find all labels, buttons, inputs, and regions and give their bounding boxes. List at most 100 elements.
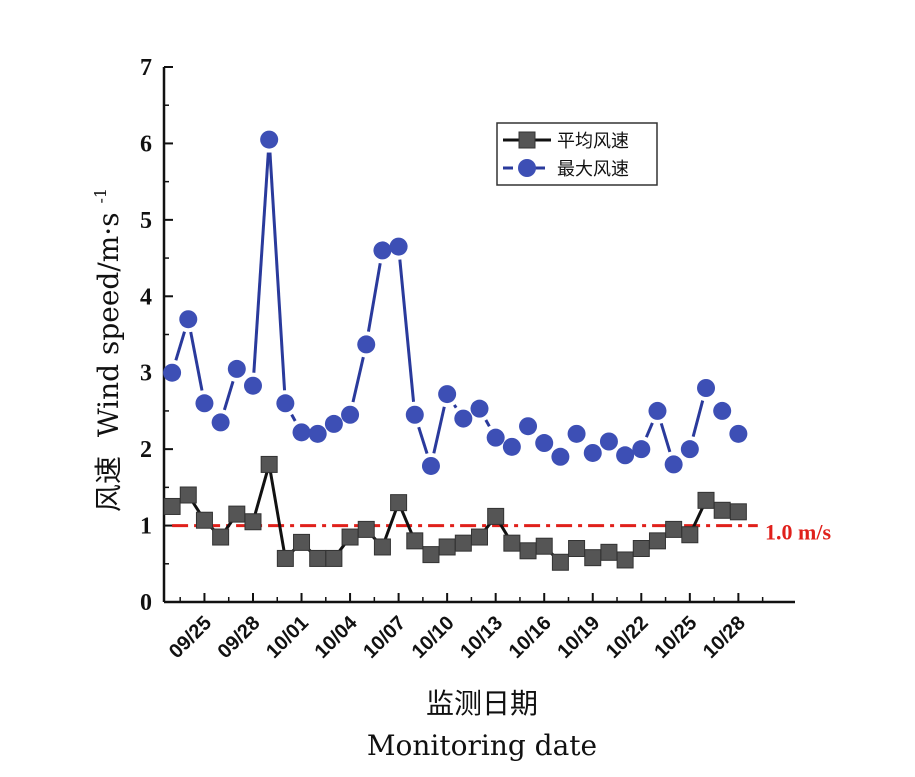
series-segment [398, 259, 416, 402]
x-tick-label: 10/22 [602, 612, 653, 663]
data-point [664, 455, 683, 474]
data-point [648, 532, 666, 550]
data-point [292, 423, 311, 442]
series-segment [453, 404, 458, 409]
data-point [438, 385, 457, 404]
data-point [502, 437, 521, 456]
axes: 0123456709/2509/2810/0110/0410/0710/1010… [140, 55, 795, 663]
data-point [519, 417, 538, 436]
x-tick-label: 10/10 [408, 612, 459, 663]
data-point [729, 503, 747, 521]
data-point [244, 513, 262, 531]
data-point [454, 534, 472, 552]
data-point [438, 538, 456, 556]
x-tick-label: 09/25 [165, 612, 216, 663]
data-point [567, 424, 586, 443]
series-segment [351, 356, 365, 403]
data-point [276, 394, 295, 413]
data-point [616, 551, 634, 569]
data-point [680, 440, 699, 459]
x-tick-label: 10/04 [311, 611, 363, 663]
y-axis-title: 风速 Wind speed/m·s -1 [91, 188, 125, 512]
data-point [228, 505, 246, 523]
x-axis-title-cn: 监测日期 [426, 687, 538, 720]
data-point [341, 528, 359, 546]
data-point [325, 549, 343, 567]
x-tick-label: 09/28 [214, 612, 265, 663]
data-point [519, 542, 537, 560]
data-point [535, 537, 553, 555]
data-point [373, 538, 391, 556]
data-point [584, 549, 602, 567]
legend-label-max: 最大风速 [557, 159, 629, 180]
data-point [179, 310, 198, 329]
data-point [389, 237, 408, 256]
series-segment [432, 406, 446, 454]
series-max-speed [163, 130, 748, 475]
data-point [309, 549, 327, 567]
y-tick-label: 6 [140, 131, 152, 157]
data-point [260, 130, 279, 149]
data-point [163, 497, 181, 515]
series-segment [222, 380, 235, 411]
data-point [697, 491, 715, 509]
data-point [357, 520, 375, 538]
data-point [421, 456, 440, 475]
data-point [535, 434, 554, 453]
data-point [276, 549, 294, 567]
data-point [195, 511, 213, 529]
x-tick-label: 10/25 [650, 612, 701, 663]
legend-item-avg: 平均风速 [503, 131, 629, 152]
series-segment [174, 331, 186, 361]
series-segment [366, 262, 382, 332]
legend-label-avg: 平均风速 [557, 131, 629, 152]
data-point [373, 241, 392, 260]
data-point [583, 443, 602, 462]
data-point [390, 494, 408, 512]
y-axis-title-sup: -1 [91, 188, 110, 204]
data-point [163, 363, 182, 382]
x-tick-label: 10/01 [262, 612, 313, 663]
series-segment [659, 422, 672, 453]
data-point [551, 553, 569, 571]
series-segment [484, 419, 491, 428]
data-point [341, 405, 360, 424]
data-point [179, 486, 197, 504]
reference-line-group: 1.0 m/s [172, 520, 831, 545]
data-point [308, 424, 327, 443]
data-point [195, 394, 214, 413]
data-point [681, 526, 699, 544]
data-point [486, 428, 505, 447]
series-avg-speed [163, 455, 747, 571]
data-point [211, 413, 230, 432]
data-point [648, 401, 667, 420]
data-point [260, 455, 278, 473]
y-tick-label: 2 [140, 437, 152, 463]
series-segment [417, 426, 429, 455]
data-point [243, 376, 262, 395]
data-point [713, 501, 731, 519]
y-tick-label: 7 [140, 55, 152, 81]
data-point [697, 379, 716, 397]
data-point [227, 359, 246, 378]
y-tick-label: 1 [140, 514, 152, 540]
data-point [600, 543, 618, 561]
series-group [163, 130, 748, 571]
x-tick-label: 10/07 [359, 612, 410, 663]
x-tick-label: 10/19 [553, 612, 604, 663]
data-point [568, 540, 586, 557]
data-point [632, 440, 651, 459]
data-point [293, 533, 311, 551]
data-point [212, 528, 230, 546]
data-point [632, 540, 650, 557]
series-segment [644, 422, 654, 438]
legend: 平均风速 最大风速 [496, 122, 658, 186]
legend-item-max: 最大风速 [503, 159, 629, 180]
data-point [405, 405, 424, 424]
data-point [665, 520, 683, 538]
data-point [422, 546, 440, 564]
data-point [357, 335, 376, 354]
series-segment [189, 331, 204, 391]
data-point [729, 424, 748, 443]
